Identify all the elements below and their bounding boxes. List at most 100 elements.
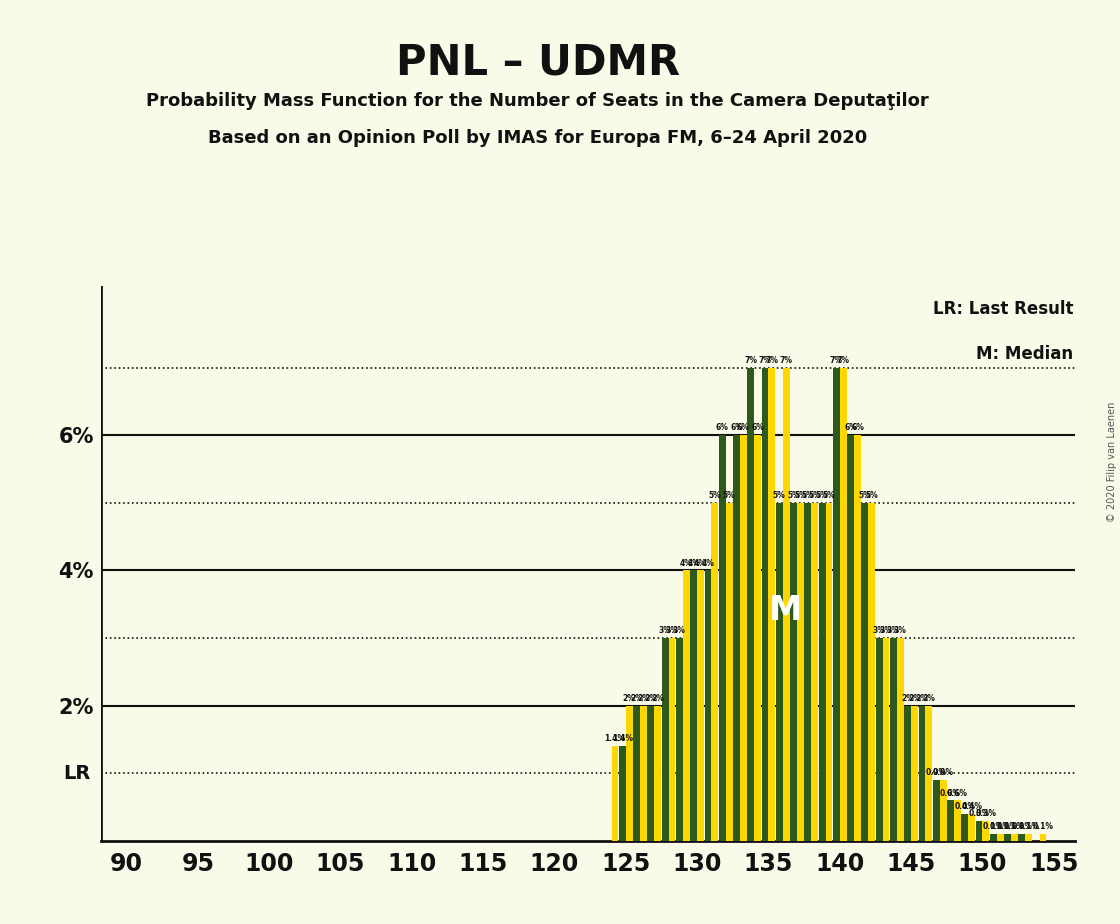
Bar [811, 503, 818, 841]
Bar [726, 503, 732, 841]
Text: 5%: 5% [787, 491, 800, 500]
Text: M: Median: M: Median [977, 345, 1073, 362]
Bar [711, 503, 718, 841]
Bar [797, 503, 804, 841]
Text: 2%: 2% [652, 694, 664, 703]
Bar [997, 834, 1004, 841]
Text: 1.4%: 1.4% [605, 735, 625, 744]
Text: 2%: 2% [915, 694, 928, 703]
Bar [1039, 834, 1046, 841]
Text: 7%: 7% [758, 356, 772, 365]
Text: 3%: 3% [673, 626, 685, 636]
Text: 1.4%: 1.4% [612, 735, 633, 744]
Text: 3%: 3% [894, 626, 907, 636]
Bar [768, 368, 775, 841]
Bar [1011, 834, 1018, 841]
Bar [1005, 834, 1011, 841]
Text: LR: Last Result: LR: Last Result [933, 300, 1073, 318]
Text: 3%: 3% [879, 626, 893, 636]
Text: 3%: 3% [872, 626, 886, 636]
Bar [804, 503, 811, 841]
Text: M: M [769, 594, 802, 627]
Text: 7%: 7% [837, 356, 850, 365]
Text: 6%: 6% [737, 423, 749, 432]
Text: 5%: 5% [802, 491, 814, 500]
Bar [847, 435, 855, 841]
Bar [740, 435, 747, 841]
Text: 7%: 7% [765, 356, 778, 365]
Bar [690, 570, 697, 841]
Bar [719, 435, 726, 841]
Text: 4%: 4% [688, 559, 700, 567]
Bar [612, 747, 618, 841]
Bar [833, 368, 840, 841]
Bar [976, 821, 982, 841]
Text: 6%: 6% [716, 423, 729, 432]
Text: © 2020 Filip van Laenen: © 2020 Filip van Laenen [1108, 402, 1117, 522]
Text: 0.9%: 0.9% [926, 768, 946, 777]
Text: 0.1%: 0.1% [1004, 822, 1025, 832]
Bar [654, 706, 661, 841]
Bar [662, 638, 669, 841]
Text: 3%: 3% [665, 626, 679, 636]
Bar [918, 706, 925, 841]
Bar [633, 706, 640, 841]
Text: 2%: 2% [631, 694, 643, 703]
Bar [669, 638, 675, 841]
Bar [647, 706, 654, 841]
Text: 7%: 7% [745, 356, 757, 365]
Bar [776, 503, 783, 841]
Text: Based on an Opinion Poll by IMAS for Europa FM, 6–24 April 2020: Based on an Opinion Poll by IMAS for Eur… [208, 129, 867, 147]
Bar [1025, 834, 1033, 841]
Text: 6%: 6% [752, 423, 764, 432]
Bar [883, 638, 889, 841]
Text: 5%: 5% [866, 491, 878, 500]
Bar [961, 814, 968, 841]
Text: 5%: 5% [859, 491, 871, 500]
Bar [855, 435, 861, 841]
Bar [840, 368, 847, 841]
Text: 0.6%: 0.6% [946, 788, 968, 797]
Text: 6%: 6% [730, 423, 743, 432]
Bar [1018, 834, 1025, 841]
Bar [897, 638, 904, 841]
Bar [683, 570, 690, 841]
Bar [912, 706, 918, 841]
Text: 5%: 5% [794, 491, 806, 500]
Bar [747, 368, 754, 841]
Text: 0.1%: 0.1% [983, 822, 1004, 832]
Text: 3%: 3% [887, 626, 899, 636]
Text: 0.3%: 0.3% [976, 808, 997, 818]
Bar [904, 706, 912, 841]
Text: 4%: 4% [694, 559, 707, 567]
Bar [783, 368, 790, 841]
Text: LR: LR [64, 764, 91, 783]
Text: PNL – UDMR: PNL – UDMR [395, 42, 680, 83]
Text: 7%: 7% [830, 356, 843, 365]
Bar [626, 706, 633, 841]
Bar [990, 834, 997, 841]
Text: 2%: 2% [623, 694, 636, 703]
Text: 2%: 2% [902, 694, 914, 703]
Bar [762, 368, 768, 841]
Text: 0.1%: 0.1% [990, 822, 1010, 832]
Text: 0.1%: 0.1% [1011, 822, 1033, 832]
Bar [640, 706, 647, 841]
Bar [704, 570, 711, 841]
Bar [890, 638, 897, 841]
Text: 2%: 2% [644, 694, 657, 703]
Bar [868, 503, 875, 841]
Text: 5%: 5% [773, 491, 786, 500]
Text: Probability Mass Function for the Number of Seats in the Camera Deputaţilor: Probability Mass Function for the Number… [147, 92, 928, 110]
Text: 2%: 2% [923, 694, 935, 703]
Bar [790, 503, 797, 841]
Bar [619, 747, 626, 841]
Text: 5%: 5% [709, 491, 721, 500]
Bar [933, 780, 940, 841]
Bar [940, 780, 946, 841]
Bar [825, 503, 832, 841]
Bar [876, 638, 883, 841]
Text: 5%: 5% [809, 491, 821, 500]
Bar [861, 503, 868, 841]
Text: 0.1%: 0.1% [1018, 822, 1039, 832]
